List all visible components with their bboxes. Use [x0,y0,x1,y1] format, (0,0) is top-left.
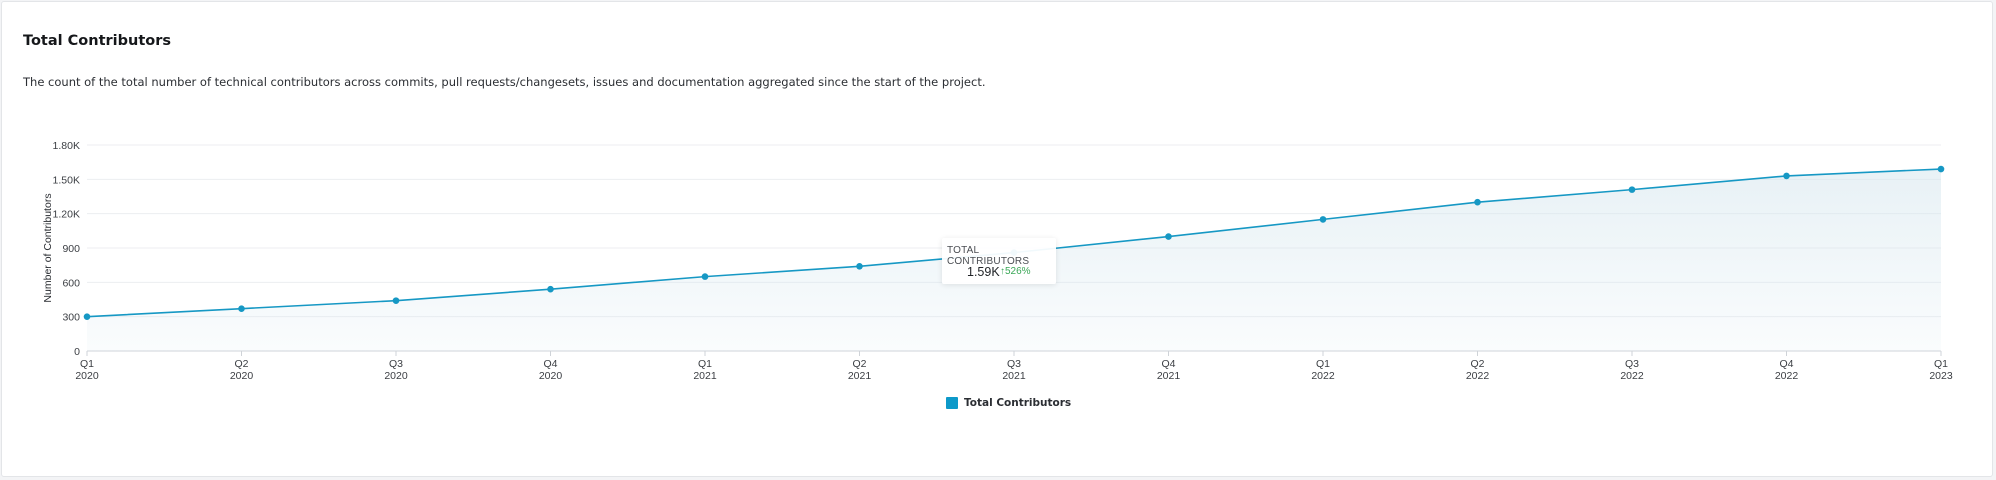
x-tick-label-quarter: Q4 [1779,358,1793,370]
x-tick-label-year: 2020 [230,370,254,382]
x-tick-label-year: 2023 [1929,370,1953,382]
data-point [1628,186,1636,193]
x-tick-label-year: 2022 [1466,370,1490,382]
x-tick-label-quarter: Q2 [852,358,866,370]
x-tick-label-quarter: Q4 [1161,358,1175,370]
data-point [238,305,245,312]
tooltip-value: 1.59K [967,265,1000,279]
y-tick-label: 1.80K [53,140,80,152]
x-tick-label-year: 2020 [75,370,99,382]
x-tick-label-quarter: Q1 [1316,358,1330,370]
x-tick-label-year: 2021 [693,370,717,382]
y-tick-label: 0 [74,346,80,358]
x-tick-label-quarter: Q2 [1470,358,1484,370]
data-point [1165,233,1172,240]
x-tick-label-year: 2020 [539,370,563,382]
x-tick-label-quarter: Q3 [1007,358,1021,370]
tooltip-label: TOTAL CONTRIBUTORS [947,245,1030,267]
x-tick-label-year: 2020 [384,370,408,382]
chart-tooltip: TOTAL CONTRIBUTORS 1.59K ↑526% [942,238,1056,284]
data-point [83,313,91,320]
y-tick-label: 900 [62,243,80,255]
x-tick-label-quarter: Q1 [698,358,712,370]
x-tick-label-year: 2022 [1311,370,1335,382]
data-point [1783,172,1790,180]
data-point [547,285,554,293]
x-tick-label-quarter: Q3 [389,358,403,370]
x-tick-label-quarter: Q4 [543,358,557,370]
x-tick-label-year: 2022 [1620,370,1644,382]
y-tick-label: 1.50K [53,174,80,186]
x-tick-label-year: 2021 [1002,370,1026,382]
x-tick-label-quarter: Q1 [1934,358,1948,370]
chart-legend[interactable]: Total Contributors [946,396,1071,410]
data-point [392,297,400,304]
tooltip-change: ↑526% [1000,266,1031,277]
data-point [1937,165,1945,173]
card-title: Total Contributors [23,33,172,49]
x-tick-label-year: 2021 [1157,370,1181,382]
x-tick-label-year: 2021 [848,370,872,382]
x-tick-label-quarter: Q1 [80,358,94,370]
x-tick-label-year: 2022 [1775,370,1799,382]
data-point [701,273,709,280]
x-tick-label-quarter: Q3 [1625,358,1639,370]
y-tick-label: 1.20K [53,209,80,221]
y-tick-label: 600 [62,277,80,289]
data-point [1319,216,1327,223]
y-axis-label: Number of Contributors [42,193,54,302]
x-tick-label-quarter: Q2 [234,358,248,370]
data-point [856,263,863,270]
legend-label[interactable]: Total Contributors [964,397,1072,409]
card-description: The count of the total number of technic… [23,75,986,89]
legend-swatch[interactable] [946,397,958,409]
data-point [1474,198,1481,206]
y-tick-label: 300 [62,312,80,324]
